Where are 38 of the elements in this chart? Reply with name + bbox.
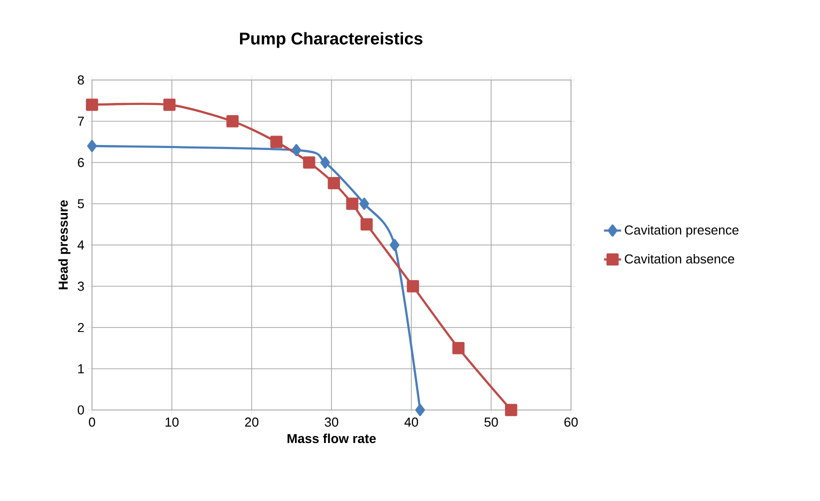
y-tick-label: 5 [78, 199, 84, 208]
y-tick-label: 2 [78, 322, 84, 332]
x-axis-title: Mass flow rate [288, 434, 376, 444]
y-axis-title: Head pressure [58, 200, 70, 290]
legend-label: Cavitation absence [624, 254, 734, 264]
point [390, 238, 400, 252]
y-tick-label: 3 [78, 282, 84, 291]
y-tick-label: 8 [78, 75, 84, 85]
point [87, 140, 97, 152]
point [226, 115, 239, 128]
point [163, 98, 176, 111]
x-tick-label: 40 [404, 418, 418, 427]
point [86, 98, 98, 111]
x-tick-label: 30 [324, 418, 338, 427]
y-tick-label: 6 [78, 158, 84, 168]
y-tick-label: 1 [78, 364, 84, 374]
point [328, 177, 340, 190]
x-tick-label: 0 [88, 418, 96, 427]
chart-title: Pump Charactereistics [240, 32, 422, 48]
x-tick-label: 50 [484, 418, 498, 427]
y-tick-label: 0 [78, 405, 84, 415]
point [303, 156, 316, 169]
y-tick-label: 7 [78, 116, 84, 126]
point [360, 218, 373, 230]
point [359, 198, 370, 210]
point [270, 136, 283, 148]
point [320, 156, 330, 169]
point [406, 280, 420, 292]
point [505, 404, 518, 416]
x-tick-label: 10 [166, 418, 179, 427]
x-tick-label: 60 [564, 418, 578, 427]
point [346, 198, 358, 210]
point [292, 144, 302, 156]
y-tick-label: 4 [78, 240, 84, 250]
point [452, 342, 465, 354]
point [415, 404, 425, 416]
legend-label: Cavitation presence [624, 225, 738, 238]
x-tick-label: 20 [245, 418, 258, 427]
